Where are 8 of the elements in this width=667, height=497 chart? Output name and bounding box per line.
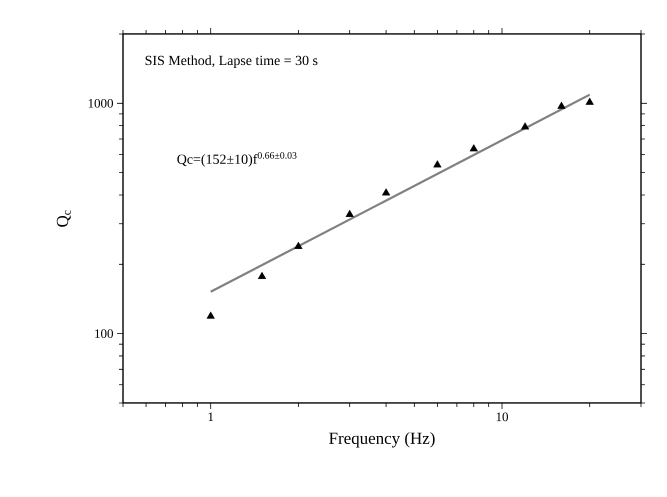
- x-tick-label: 10: [496, 412, 508, 422]
- x-tick-label: 1: [208, 412, 214, 422]
- annotation: Qc=(152±10)f$^{0.66±0.03}$: [177, 152, 297, 167]
- annotation: SIS Method, Lapse time = 30 s: [146, 55, 318, 68]
- y-tick-label: 100: [95, 329, 113, 338]
- y-tick-label: 1000: [88, 98, 113, 108]
- x-axis-title: Frequency (Hz): [329, 432, 435, 448]
- y-axis-title: Q$_{c}$: [56, 210, 71, 227]
